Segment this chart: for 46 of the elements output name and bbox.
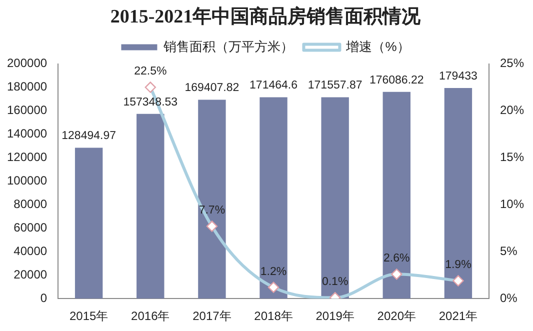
bar (198, 100, 226, 299)
data-label: 176086.22 (369, 74, 424, 86)
data-label: 2.6% (384, 252, 410, 265)
y-tick-label: 20000 (14, 267, 48, 282)
y2-tick-label: 25% (500, 56, 524, 70)
y2-tick-label: 20% (500, 103, 524, 118)
bar (444, 88, 472, 299)
legend-label: 销售面积（万平方米） (162, 38, 294, 54)
x-tick-label: 2016年 (131, 309, 170, 324)
y-tick-label: 160000 (6, 103, 48, 118)
data-label: 171464.6 (250, 80, 298, 92)
data-label: 1.2% (260, 266, 287, 278)
y2-tick-label: 10% (500, 196, 524, 211)
y2-tick-label: 15% (500, 150, 524, 164)
bar (321, 97, 349, 299)
y-tick-label: 80000 (14, 196, 48, 211)
y-tick-label: 200000 (6, 56, 48, 70)
data-label: 157348.53 (123, 96, 178, 108)
y2-tick-label: 5% (500, 244, 518, 258)
bar (382, 92, 410, 299)
y-tick-label: 40000 (14, 244, 48, 258)
x-tick-label: 2015年 (69, 309, 108, 324)
x-tick-label: 2019年 (316, 309, 354, 324)
chart-title: 2015-2021年中国商品房销售面积情况 (110, 5, 422, 28)
x-tick-label: 2020年 (377, 309, 416, 324)
data-label: 0.1% (322, 276, 348, 288)
data-label: 128494.97 (62, 130, 116, 142)
bar (74, 148, 103, 299)
bar (136, 114, 164, 299)
y-tick-label: 100000 (6, 174, 48, 188)
x-tick-label: 2018年 (254, 309, 293, 324)
legend-label: 增速（%） (345, 38, 410, 54)
data-label: 171557.87 (308, 80, 362, 92)
data-label: 22.5% (134, 66, 167, 78)
data-label: 1.9% (445, 259, 472, 272)
data-label: 169407.82 (184, 82, 240, 94)
data-label: 179433 (439, 70, 478, 82)
x-tick-label: 2017年 (192, 309, 232, 324)
bar (260, 97, 288, 299)
y-tick-label: 0 (40, 290, 48, 305)
y-tick-label: 120000 (6, 150, 48, 164)
y-tick-label: 140000 (6, 126, 48, 141)
x-tick-label: 2021年 (438, 309, 478, 324)
y2-tick-label: 0% (500, 290, 518, 305)
y-tick-label: 180000 (6, 80, 48, 94)
y-tick-label: 60000 (14, 220, 48, 234)
